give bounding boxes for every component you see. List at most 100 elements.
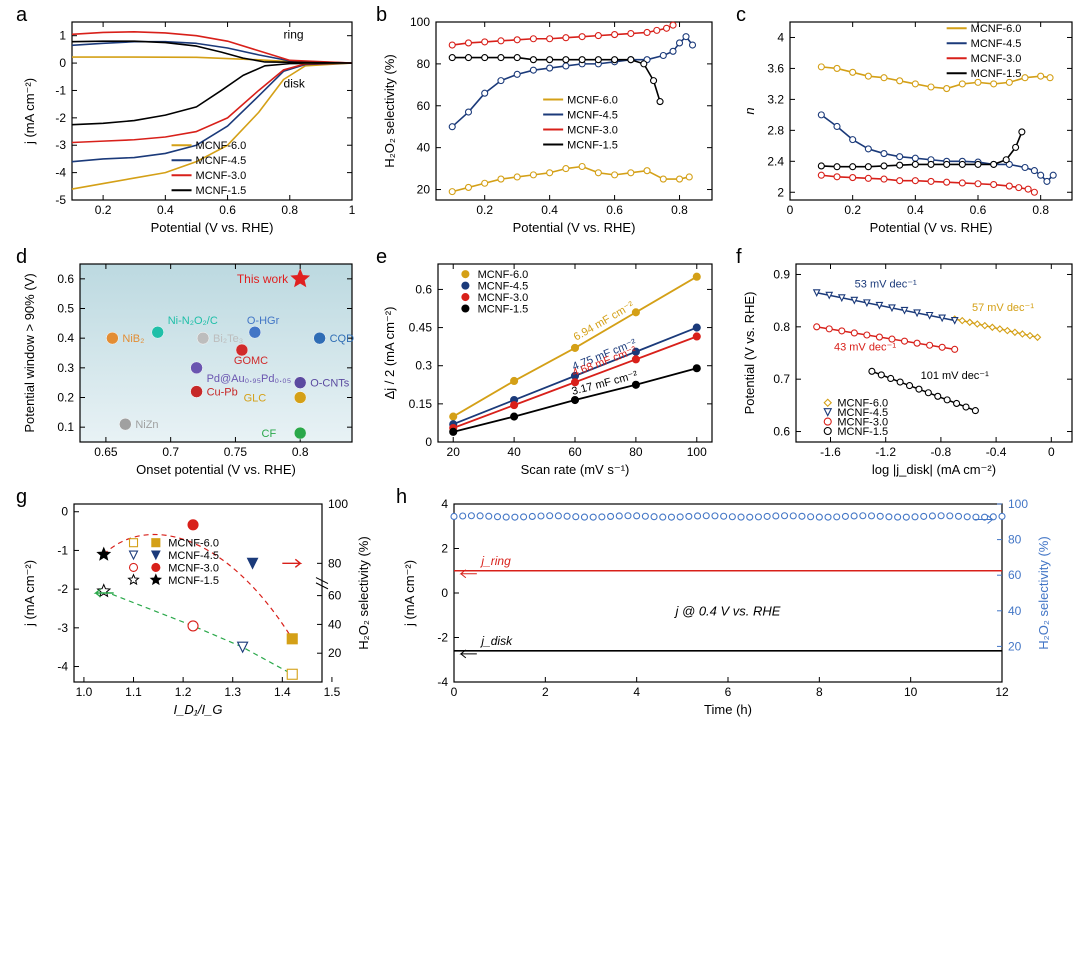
svg-text:MCNF-1.5: MCNF-1.5 bbox=[478, 304, 529, 316]
svg-text:-2: -2 bbox=[437, 631, 448, 645]
svg-text:0: 0 bbox=[425, 435, 432, 449]
svg-text:1.1: 1.1 bbox=[125, 685, 142, 699]
svg-text:0.6: 0.6 bbox=[773, 425, 790, 439]
svg-text:j (mA cm⁻²): j (mA cm⁻²) bbox=[22, 78, 37, 145]
svg-text:0.15: 0.15 bbox=[409, 397, 433, 411]
svg-text:n: n bbox=[742, 107, 757, 114]
svg-text:0.65: 0.65 bbox=[94, 445, 118, 459]
svg-text:0: 0 bbox=[787, 203, 794, 217]
svg-text:4: 4 bbox=[441, 497, 448, 511]
svg-text:I_D₁/I_G: I_D₁/I_G bbox=[174, 702, 223, 717]
svg-text:j @ 0.4 V vs. RHE: j @ 0.4 V vs. RHE bbox=[674, 603, 781, 618]
svg-text:0.9: 0.9 bbox=[773, 267, 790, 281]
svg-text:0.6: 0.6 bbox=[970, 203, 987, 217]
svg-text:Scan rate (mV s⁻¹): Scan rate (mV s⁻¹) bbox=[521, 462, 630, 477]
svg-text:1: 1 bbox=[59, 29, 66, 43]
chart-b: 0.20.40.60.820406080100Potential (V vs. … bbox=[380, 8, 720, 238]
svg-text:60: 60 bbox=[568, 445, 582, 459]
svg-text:Potential (V vs. RHE): Potential (V vs. RHE) bbox=[870, 220, 993, 235]
svg-text:Time (h): Time (h) bbox=[704, 702, 752, 717]
svg-text:-4: -4 bbox=[57, 660, 68, 674]
svg-text:NiB₂: NiB₂ bbox=[122, 333, 144, 345]
svg-text:MCNF-4.5: MCNF-4.5 bbox=[567, 109, 618, 121]
svg-text:0.2: 0.2 bbox=[844, 203, 861, 217]
svg-text:20: 20 bbox=[1008, 639, 1022, 653]
svg-text:Potential (V vs. RHE): Potential (V vs. RHE) bbox=[742, 292, 757, 415]
svg-text:0.7: 0.7 bbox=[773, 372, 790, 386]
svg-text:H₂O₂ selectivity (%): H₂O₂ selectivity (%) bbox=[1036, 536, 1051, 649]
svg-text:20: 20 bbox=[328, 646, 342, 660]
svg-text:-2: -2 bbox=[55, 111, 66, 125]
svg-text:-5: -5 bbox=[55, 193, 66, 207]
svg-text:This work: This work bbox=[237, 272, 289, 286]
svg-text:j_disk: j_disk bbox=[479, 634, 513, 648]
svg-text:-2: -2 bbox=[57, 582, 68, 596]
svg-text:20: 20 bbox=[447, 445, 461, 459]
svg-text:0: 0 bbox=[61, 505, 68, 519]
svg-text:MCNF-3.0: MCNF-3.0 bbox=[196, 170, 247, 182]
svg-text:j_ring: j_ring bbox=[479, 554, 511, 568]
svg-text:Onset potential (V vs. RHE): Onset potential (V vs. RHE) bbox=[136, 462, 296, 477]
svg-text:20: 20 bbox=[417, 183, 431, 197]
svg-text:-1: -1 bbox=[57, 543, 68, 557]
svg-text:MCNF-1.5: MCNF-1.5 bbox=[168, 575, 219, 587]
svg-text:0.6: 0.6 bbox=[606, 203, 623, 217]
svg-text:0.8: 0.8 bbox=[671, 203, 688, 217]
svg-text:100: 100 bbox=[328, 497, 348, 511]
svg-text:log |j_disk| (mA cm⁻²): log |j_disk| (mA cm⁻²) bbox=[872, 462, 996, 477]
svg-text:CQD: CQD bbox=[330, 333, 355, 345]
svg-text:8: 8 bbox=[816, 685, 823, 699]
svg-text:0.8: 0.8 bbox=[281, 203, 298, 217]
svg-text:6.94 mF cm⁻²: 6.94 mF cm⁻² bbox=[572, 299, 637, 343]
svg-text:Potential window > 90% (V): Potential window > 90% (V) bbox=[22, 273, 37, 432]
svg-text:GLC: GLC bbox=[244, 393, 267, 405]
svg-text:2: 2 bbox=[441, 542, 448, 556]
svg-text:Potential (V vs. RHE): Potential (V vs. RHE) bbox=[151, 220, 274, 235]
svg-text:0.45: 0.45 bbox=[409, 321, 433, 335]
svg-text:53 mV dec⁻¹: 53 mV dec⁻¹ bbox=[855, 279, 917, 291]
svg-text:0.6: 0.6 bbox=[57, 272, 74, 286]
svg-text:80: 80 bbox=[629, 445, 643, 459]
svg-text:80: 80 bbox=[417, 57, 431, 71]
svg-text:3.6: 3.6 bbox=[767, 61, 784, 75]
svg-text:4: 4 bbox=[633, 685, 640, 699]
svg-text:MCNF-6.0: MCNF-6.0 bbox=[567, 94, 618, 106]
svg-text:100: 100 bbox=[410, 15, 430, 29]
svg-text:-4: -4 bbox=[55, 166, 66, 180]
svg-text:MCNF-1.5: MCNF-1.5 bbox=[196, 185, 247, 197]
svg-text:0.7: 0.7 bbox=[162, 445, 179, 459]
svg-text:80: 80 bbox=[1008, 533, 1022, 547]
svg-text:-3: -3 bbox=[55, 138, 66, 152]
svg-text:100: 100 bbox=[1008, 497, 1028, 511]
chart-e: 2040608010000.150.30.450.6Scan rate (mV … bbox=[380, 250, 720, 480]
svg-text:0.8: 0.8 bbox=[292, 445, 309, 459]
svg-text:Δj / 2 (mA cm⁻²): Δj / 2 (mA cm⁻²) bbox=[382, 307, 397, 400]
svg-text:O-HGr: O-HGr bbox=[247, 315, 280, 327]
svg-text:0.1: 0.1 bbox=[57, 420, 74, 434]
svg-text:MCNF-6.0: MCNF-6.0 bbox=[196, 140, 247, 152]
svg-text:43 mV dec⁻¹: 43 mV dec⁻¹ bbox=[834, 341, 896, 353]
svg-text:101 mV dec⁻¹: 101 mV dec⁻¹ bbox=[921, 370, 990, 382]
svg-text:ring: ring bbox=[284, 27, 304, 41]
svg-text:MCNF-1.5: MCNF-1.5 bbox=[837, 426, 888, 438]
svg-text:0.2: 0.2 bbox=[95, 203, 112, 217]
svg-text:NiZn: NiZn bbox=[135, 419, 158, 431]
svg-text:MCNF-4.5: MCNF-4.5 bbox=[971, 38, 1022, 50]
svg-text:0.4: 0.4 bbox=[57, 331, 74, 345]
svg-text:2: 2 bbox=[542, 685, 549, 699]
svg-text:40: 40 bbox=[507, 445, 521, 459]
svg-text:MCNF-4.5: MCNF-4.5 bbox=[196, 155, 247, 167]
svg-text:MCNF-3.0: MCNF-3.0 bbox=[971, 53, 1022, 65]
svg-text:1.2: 1.2 bbox=[175, 685, 192, 699]
svg-text:MCNF-3.0: MCNF-3.0 bbox=[567, 124, 618, 136]
svg-text:0.6: 0.6 bbox=[415, 282, 432, 296]
chart-f: -1.6-1.2-0.8-0.400.60.70.80.9log |j_disk… bbox=[740, 250, 1080, 480]
chart-a: 0.20.40.60.81-5-4-3-2-101Potential (V vs… bbox=[20, 8, 360, 238]
svg-text:0.2: 0.2 bbox=[476, 203, 493, 217]
svg-text:60: 60 bbox=[1008, 568, 1022, 582]
svg-text:0.6: 0.6 bbox=[219, 203, 236, 217]
svg-text:0.4: 0.4 bbox=[541, 203, 558, 217]
svg-text:Ni-N₂O₂/C: Ni-N₂O₂/C bbox=[168, 315, 218, 327]
svg-text:disk: disk bbox=[284, 77, 306, 91]
svg-text:2.8: 2.8 bbox=[767, 123, 784, 137]
